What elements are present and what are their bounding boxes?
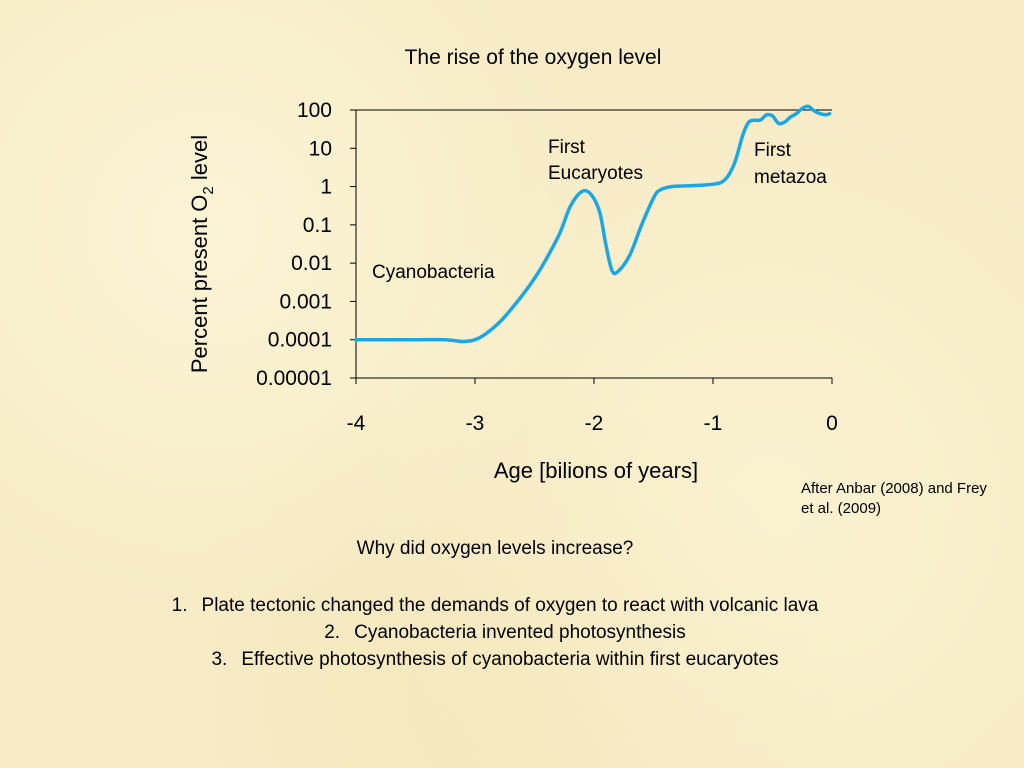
oxygen-chart: The rise of the oxygen level 100 10 1 0.1 0.… xyxy=(187,46,838,483)
y-tick-label: 0.00001 xyxy=(256,367,332,390)
annotation-first-metazoa-line2: metazoa xyxy=(754,167,827,188)
reason-text: Cyanobacteria invented photosynthesis xyxy=(354,622,686,643)
y-axis-title-main: Percent present O xyxy=(187,195,212,374)
x-tick-label: -4 xyxy=(347,412,366,435)
chart-title: The rise of the oxygen level xyxy=(405,46,662,69)
y-tick-label: 1 xyxy=(320,176,332,199)
y-tick-label: 0.01 xyxy=(291,252,332,275)
reasons-list: 1. Plate tectonic changed the demands of … xyxy=(0,592,990,673)
y-axis-title-end: level xyxy=(187,135,212,186)
reason-number: 2. xyxy=(324,622,341,643)
y-tick-label: 0.001 xyxy=(279,290,332,313)
reason-item-3: 3. Effective photosynthesis of cyanobacte… xyxy=(0,646,990,673)
annotation-first-metazoa: First metazoa xyxy=(754,140,827,188)
y-ticks: 100 10 1 0.1 0.01 0.001 0.0001 0.00001 xyxy=(256,99,356,390)
source-credit: After Anbar (2008) and Frey et al. (2009… xyxy=(801,480,987,517)
y-tick-label: 10 xyxy=(309,137,332,160)
reason-text: Plate tectonic changed the demands of ox… xyxy=(201,595,819,616)
annotation-first-eucaryotes-line2: Eucaryotes xyxy=(548,163,643,184)
question-text: Why did oxygen levels increase? xyxy=(356,538,634,559)
x-tick-label: -2 xyxy=(585,412,604,435)
annotation-first-eucaryotes: First Eucaryotes xyxy=(548,137,643,184)
reason-item-2: 2. Cyanobacteria invented photosynthesis xyxy=(0,619,990,646)
reason-number: 1. xyxy=(171,595,188,616)
annotation-first-metazoa-line1: First xyxy=(754,140,792,161)
x-tick-label: 0 xyxy=(826,412,838,435)
x-axis-title: Age [bilions of years] xyxy=(494,458,698,483)
y-tick-label: 0.0001 xyxy=(268,329,332,352)
y-tick-label: 100 xyxy=(297,99,332,122)
reason-number: 3. xyxy=(211,649,228,670)
reason-text: Effective photosynthesis of cyanobacteri… xyxy=(241,649,779,670)
annotation-cyanobacteria: Cyanobacteria xyxy=(372,262,495,283)
oxygen-series-line xyxy=(354,104,832,344)
y-axis-title: Percent present O2 level xyxy=(187,135,217,373)
x-tick-label: -1 xyxy=(704,412,723,435)
x-ticks: -4 -3 -2 -1 0 xyxy=(347,378,838,435)
y-tick-label: 0.1 xyxy=(303,214,332,237)
x-tick-label: -3 xyxy=(466,412,485,435)
plot-area: 100 10 1 0.1 0.01 0.001 0.0001 0.00001 -4 -3 -2 -1… xyxy=(256,99,838,435)
annotation-first-eucaryotes-line1: First xyxy=(548,137,586,158)
y-axis-title-subscript: 2 xyxy=(200,186,217,194)
reason-item-1: 1. Plate tectonic changed the demands of … xyxy=(0,592,990,619)
